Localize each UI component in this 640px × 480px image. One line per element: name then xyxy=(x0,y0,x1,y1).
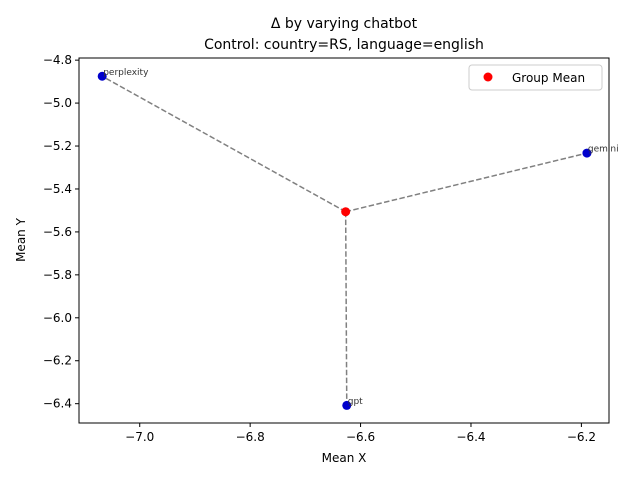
x-tick-label: −7.0 xyxy=(125,430,154,444)
point-label-gemini: gemini xyxy=(588,145,619,155)
point-gemini xyxy=(582,148,592,158)
point-perplexity xyxy=(97,71,107,81)
y-tick-label: −6.2 xyxy=(43,354,72,368)
x-tick-label: −6.4 xyxy=(456,430,485,444)
connector-lines xyxy=(101,75,588,406)
legend-box xyxy=(468,64,603,91)
y-axis-ticks: −6.4 −6.2 −6.0 −5.8 −5.6 −5.4 −5.2 −5.0 −4.8 xyxy=(43,53,79,411)
y-tick-label: −5.6 xyxy=(43,225,72,239)
point-label-gpt: gpt xyxy=(348,397,363,407)
legend-marker-group-mean xyxy=(483,72,493,82)
plot-area-frame xyxy=(78,57,610,424)
point-gpt xyxy=(342,400,352,410)
y-tick-label: −6.4 xyxy=(43,397,72,411)
y-axis-label: Mean Y xyxy=(14,217,28,262)
connector-line-perplexity xyxy=(101,75,347,213)
legend-label-group-mean: Group Mean xyxy=(512,71,585,85)
chart-title: Δ by varying chatbot xyxy=(271,16,418,32)
point-label-perplexity: perplexity xyxy=(103,68,149,78)
x-tick-label: −6.8 xyxy=(236,430,265,444)
x-axis-label: Mean X xyxy=(322,451,367,465)
chart-subtitle: Control: country=RS, language=english xyxy=(204,37,484,53)
point-group-mean xyxy=(341,207,351,217)
y-tick-label: −6.0 xyxy=(43,311,72,325)
connector-line-gpt xyxy=(344,211,348,406)
y-tick-label: −5.8 xyxy=(43,268,72,282)
y-tick-label: −5.4 xyxy=(43,182,72,196)
legend: Group Mean xyxy=(468,64,603,91)
connector-line-gemini xyxy=(345,152,588,213)
data-points: perplexity gemini gpt xyxy=(97,68,619,410)
x-tick-label: −6.2 xyxy=(567,430,596,444)
x-axis-ticks: −7.0 −6.8 −6.6 −6.4 −6.2 xyxy=(125,423,596,444)
y-tick-label: −4.8 xyxy=(43,53,72,67)
y-tick-label: −5.2 xyxy=(43,139,72,153)
x-tick-label: −6.6 xyxy=(346,430,375,444)
y-tick-label: −5.0 xyxy=(43,96,72,110)
